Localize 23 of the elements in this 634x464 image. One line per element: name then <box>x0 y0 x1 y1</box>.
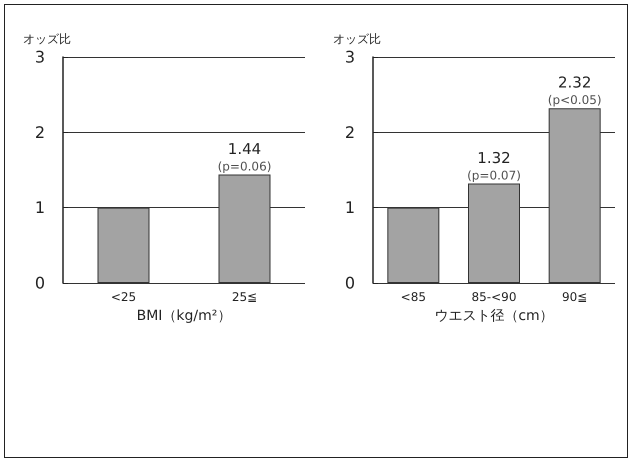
y-tick-label: 2 <box>344 122 355 142</box>
x-tick-label: 25≦ <box>232 290 258 304</box>
y-tick-label: 1 <box>344 198 355 218</box>
x-axis-title: ウエスト径（cm） <box>434 308 554 324</box>
y-tick-label: 2 <box>34 122 45 142</box>
y-tick-label: 0 <box>344 274 355 292</box>
y-tick-label: 1 <box>34 198 45 218</box>
y-axis-title: オッズ比 <box>23 32 71 46</box>
y-tick-label: 3 <box>34 48 45 66</box>
y-tick-label: 3 <box>344 48 355 66</box>
y-axis-title: オッズ比 <box>333 32 381 46</box>
x-axis-title: BMI（kg/m²） <box>136 308 232 324</box>
annotation: (p=0.06) <box>218 160 272 174</box>
x-tick-label: <85 <box>400 290 426 304</box>
annotation: (p<0.05) <box>548 93 602 108</box>
x-tick-label: 85-<90 <box>472 290 516 304</box>
data-label: 1.32 <box>477 149 511 168</box>
x-tick-label: <25 <box>110 290 136 304</box>
data-label: 2.32 <box>558 74 592 92</box>
data-label: 1.44 <box>228 140 262 158</box>
annotation: (p=0.07) <box>467 168 521 183</box>
x-tick-label: 90≦ <box>562 290 588 304</box>
y-tick-label: 0 <box>34 274 45 292</box>
